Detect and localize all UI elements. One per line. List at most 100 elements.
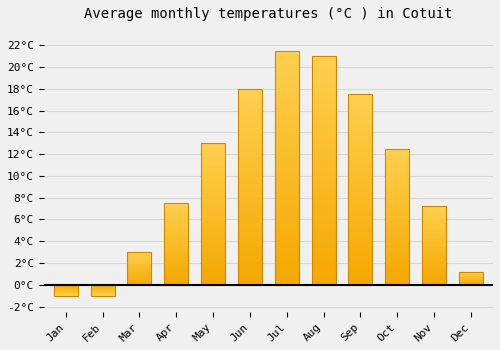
Bar — [386, 204, 409, 206]
Bar — [164, 282, 188, 283]
Bar — [275, 187, 299, 189]
Bar — [312, 216, 336, 218]
Bar — [201, 255, 225, 257]
Bar — [386, 168, 409, 169]
Bar — [312, 132, 336, 134]
Bar — [386, 150, 409, 152]
Bar — [201, 169, 225, 170]
Bar — [348, 144, 372, 146]
Bar — [201, 237, 225, 238]
Bar — [238, 130, 262, 132]
Bar — [312, 122, 336, 125]
Bar — [201, 214, 225, 216]
Bar — [348, 98, 372, 100]
Bar — [312, 251, 336, 253]
Bar — [164, 212, 188, 213]
Bar — [312, 282, 336, 285]
Bar — [201, 201, 225, 203]
Bar — [238, 144, 262, 146]
Bar — [386, 224, 409, 225]
Bar — [312, 260, 336, 262]
Bar — [164, 247, 188, 248]
Bar — [164, 230, 188, 231]
Bar — [348, 247, 372, 248]
Bar — [422, 228, 446, 229]
Bar — [422, 253, 446, 254]
Bar — [238, 171, 262, 173]
Bar — [348, 184, 372, 186]
Bar — [348, 207, 372, 209]
Bar — [238, 122, 262, 124]
Bar — [238, 173, 262, 175]
Bar — [275, 177, 299, 180]
Bar — [348, 119, 372, 121]
Bar — [422, 221, 446, 222]
Bar — [348, 241, 372, 243]
Bar — [348, 224, 372, 226]
Bar — [312, 230, 336, 232]
Bar — [238, 203, 262, 204]
Bar — [348, 136, 372, 138]
Bar — [348, 142, 372, 144]
Bar — [312, 191, 336, 193]
Bar — [422, 241, 446, 243]
Bar — [201, 198, 225, 200]
Bar — [312, 70, 336, 72]
Bar — [386, 248, 409, 250]
Bar — [312, 148, 336, 150]
Bar — [348, 110, 372, 111]
Bar — [386, 190, 409, 191]
Bar — [422, 273, 446, 274]
Bar — [422, 250, 446, 251]
Bar — [275, 273, 299, 275]
Bar — [164, 227, 188, 228]
Bar — [201, 279, 225, 280]
Bar — [422, 224, 446, 225]
Bar — [275, 203, 299, 205]
Bar — [312, 223, 336, 225]
Bar — [201, 251, 225, 252]
Bar — [386, 191, 409, 192]
Bar — [201, 197, 225, 198]
Bar — [386, 181, 409, 183]
Bar — [238, 126, 262, 128]
Bar — [201, 228, 225, 230]
Bar — [312, 200, 336, 203]
Bar — [164, 228, 188, 229]
Bar — [201, 212, 225, 214]
Bar — [422, 208, 446, 209]
Bar — [348, 131, 372, 132]
Bar — [238, 165, 262, 167]
Bar — [422, 278, 446, 279]
Bar — [201, 264, 225, 265]
Bar — [201, 155, 225, 156]
Bar — [275, 275, 299, 278]
Bar — [201, 163, 225, 164]
Bar — [348, 127, 372, 128]
Bar — [386, 183, 409, 184]
Bar — [275, 205, 299, 208]
Bar — [201, 170, 225, 172]
Bar — [312, 65, 336, 68]
Bar — [164, 208, 188, 209]
Bar — [164, 214, 188, 215]
Bar — [386, 157, 409, 158]
Bar — [422, 222, 446, 223]
Bar — [275, 51, 299, 285]
Bar — [275, 84, 299, 86]
Bar — [422, 209, 446, 210]
Bar — [238, 259, 262, 261]
Bar — [164, 281, 188, 282]
Bar — [238, 214, 262, 216]
Bar — [201, 194, 225, 196]
Bar — [348, 132, 372, 134]
Bar — [312, 134, 336, 136]
Bar — [164, 278, 188, 279]
Bar — [312, 182, 336, 184]
Bar — [275, 168, 299, 170]
Bar — [312, 237, 336, 239]
Bar — [275, 250, 299, 252]
Bar — [386, 162, 409, 164]
Bar — [386, 166, 409, 168]
Bar — [312, 280, 336, 282]
